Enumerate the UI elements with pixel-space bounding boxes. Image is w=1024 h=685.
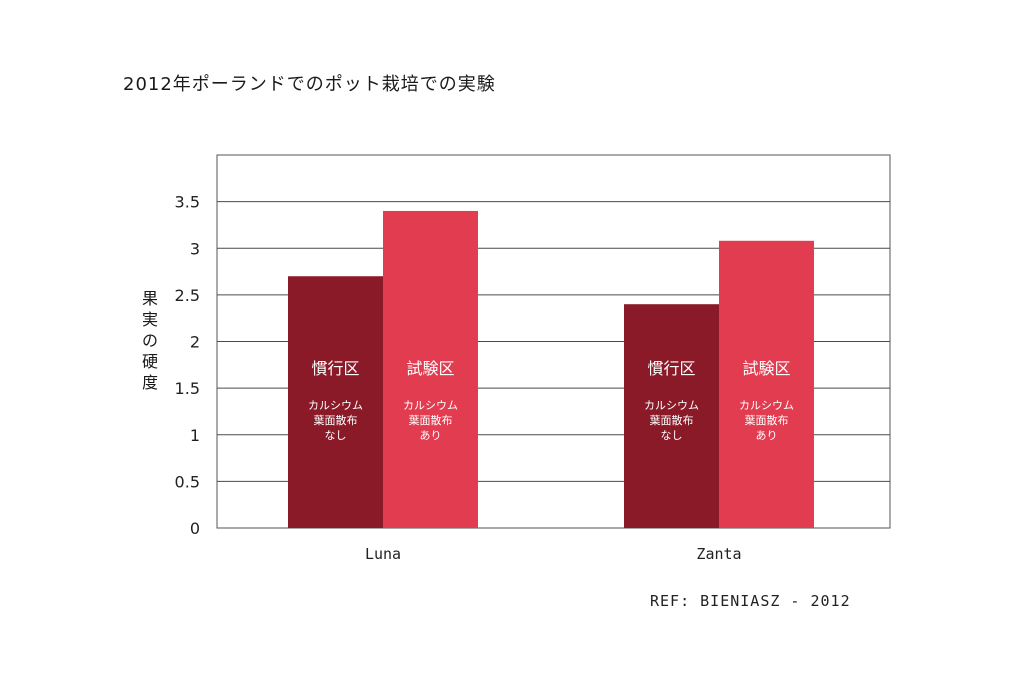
bar-sublabel-line: カルシウム <box>739 399 794 412</box>
bar <box>624 304 719 528</box>
bar-sublabel-line: カルシウム <box>308 399 363 412</box>
y-axis-label-char: 度 <box>141 373 158 392</box>
bar-series-label: 試験区 <box>406 359 454 378</box>
x-category-label: Luna <box>365 545 401 563</box>
reference-note: REF: BIENIASZ - 2012 <box>650 592 851 610</box>
chart-title: 2012年ポーランドでのポット栽培での実験 <box>123 74 496 95</box>
y-tick-label: 1.5 <box>175 379 200 398</box>
bar-sublabel-line: カルシウム <box>644 399 699 412</box>
bar-sublabel-line: カルシウム <box>403 399 458 412</box>
bar-sublabel-line: 葉面散布 <box>745 413 789 427</box>
bar <box>719 240 814 529</box>
y-tick-label: 3.5 <box>175 193 200 212</box>
y-tick-label: 2 <box>190 333 200 352</box>
y-axis-label-char: の <box>141 331 158 350</box>
y-tick-label: 0 <box>190 519 200 538</box>
bar-series-label: 試験区 <box>742 359 790 378</box>
y-axis-label-char: 実 <box>141 310 158 329</box>
x-category-label: Zanta <box>696 545 741 563</box>
bar-sublabel-line: 葉面散布 <box>314 413 358 427</box>
bar-sublabel-line: あり <box>420 429 442 442</box>
bar-sublabel-line: なし <box>325 429 347 442</box>
bar <box>383 210 478 528</box>
bar-series-label: 慣行区 <box>311 359 359 378</box>
y-tick-label: 3 <box>190 239 200 258</box>
bar-sublabel-line: なし <box>661 429 683 442</box>
y-tick-label: 1 <box>190 426 200 445</box>
y-axis-label-char: 果 <box>141 289 158 308</box>
y-axis-label: 果実の硬度 <box>140 288 160 393</box>
bar-sublabel-line: 葉面散布 <box>409 413 453 427</box>
bar-sublabel-line: 葉面散布 <box>650 413 694 427</box>
y-tick-label: 0.5 <box>175 472 200 491</box>
y-tick-label: 2.5 <box>175 286 200 305</box>
bar-sublabel-line: あり <box>756 429 778 442</box>
bar-series-label: 慣行区 <box>647 359 695 378</box>
bar <box>288 276 383 528</box>
y-axis-label-char: 硬 <box>141 352 158 371</box>
